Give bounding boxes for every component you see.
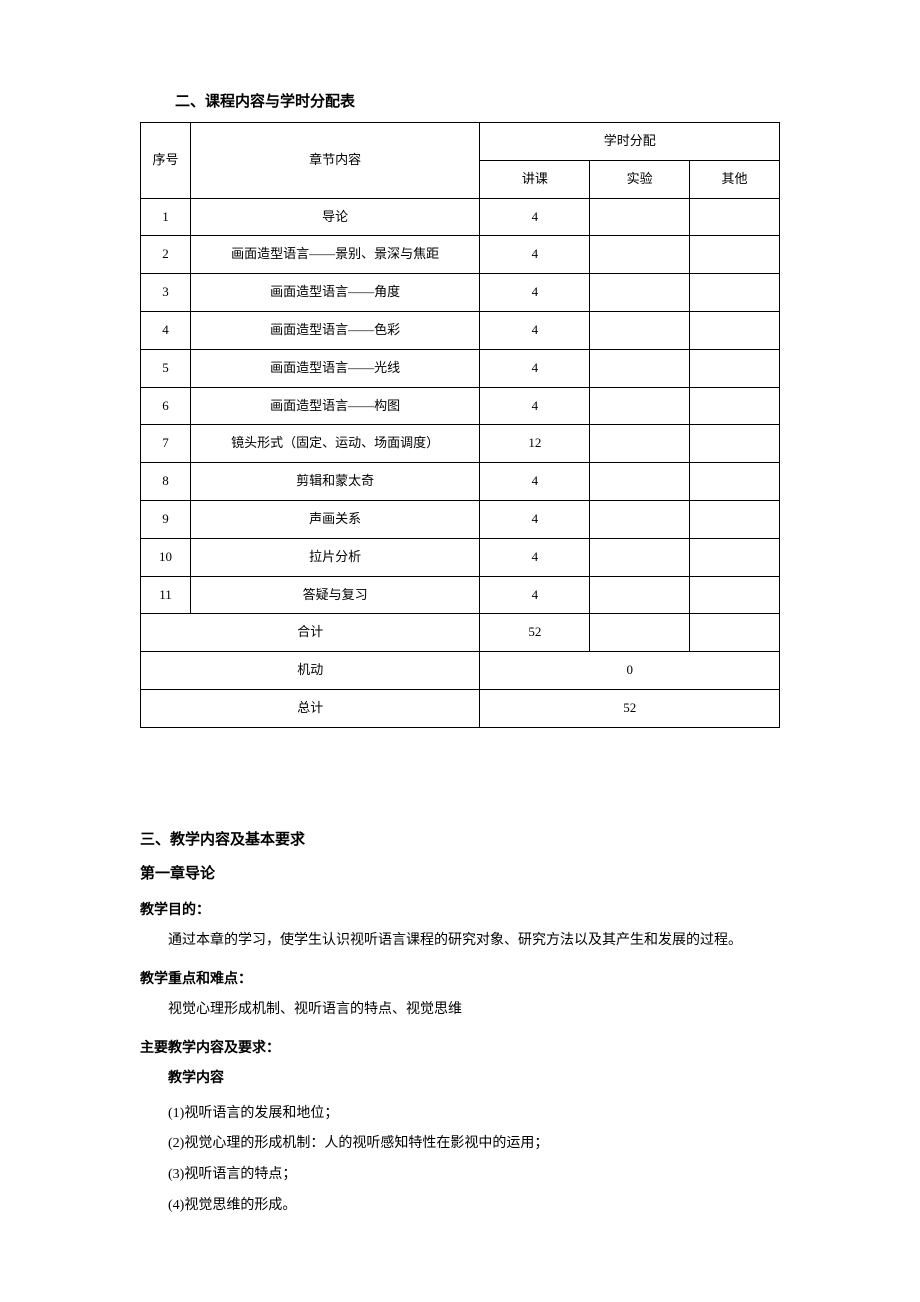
cell-other (690, 236, 780, 274)
total-label: 总计 (141, 689, 480, 727)
cell-num: 9 (141, 500, 191, 538)
cell-other (690, 311, 780, 349)
content-label: 教学内容 (168, 1066, 780, 1088)
cell-num: 11 (141, 576, 191, 614)
content-req-label: 主要教学内容及要求： (140, 1036, 780, 1058)
cell-num: 2 (141, 236, 191, 274)
header-num: 序号 (141, 123, 191, 199)
cell-other (690, 425, 780, 463)
cell-lecture: 4 (480, 500, 590, 538)
cell-experiment (590, 500, 690, 538)
table-row: 6画面造型语言——构图4 (141, 387, 780, 425)
cell-experiment (590, 198, 690, 236)
subtotal-lecture: 52 (480, 614, 590, 652)
cell-other (690, 349, 780, 387)
cell-other (690, 576, 780, 614)
table-row: 11答疑与复习4 (141, 576, 780, 614)
table-row: 5画面造型语言——光线4 (141, 349, 780, 387)
cell-chapter: 画面造型语言——光线 (190, 349, 480, 387)
cell-lecture: 12 (480, 425, 590, 463)
cell-chapter: 声画关系 (190, 500, 480, 538)
focus-text: 视觉心理形成机制、视听语言的特点、视觉思维 (140, 997, 780, 1024)
cell-experiment (590, 425, 690, 463)
cell-experiment (590, 274, 690, 312)
cell-lecture: 4 (480, 576, 590, 614)
cell-chapter: 画面造型语言——角度 (190, 274, 480, 312)
cell-chapter: 画面造型语言——景别、景深与焦距 (190, 236, 480, 274)
section2-title: 二、课程内容与学时分配表 (175, 90, 780, 114)
cell-num: 1 (141, 198, 191, 236)
table-row: 10拉片分析4 (141, 538, 780, 576)
cell-experiment (590, 236, 690, 274)
cell-experiment (590, 311, 690, 349)
purpose-text: 通过本章的学习，使学生认识视听语言课程的研究对象、研究方法以及其产生和发展的过程… (140, 928, 780, 955)
flexible-value: 0 (480, 652, 780, 690)
cell-num: 4 (141, 311, 191, 349)
cell-lecture: 4 (480, 311, 590, 349)
cell-num: 3 (141, 274, 191, 312)
cell-lecture: 4 (480, 349, 590, 387)
cell-chapter: 剪辑和蒙太奇 (190, 463, 480, 501)
hours-allocation-table: 序号 章节内容 学时分配 讲课 实验 其他 1导论4 2画面造型语言——景别、景… (140, 122, 780, 728)
cell-other (690, 538, 780, 576)
cell-experiment (590, 463, 690, 501)
chapter1-title: 第一章导论 (140, 862, 780, 886)
cell-other (690, 387, 780, 425)
table-row: 9声画关系4 (141, 500, 780, 538)
cell-num: 6 (141, 387, 191, 425)
table-row: 1导论4 (141, 198, 780, 236)
table-row: 3画面造型语言——角度4 (141, 274, 780, 312)
cell-lecture: 4 (480, 538, 590, 576)
subtotal-label: 合计 (141, 614, 480, 652)
cell-experiment (590, 349, 690, 387)
cell-other (690, 274, 780, 312)
cell-chapter: 答疑与复习 (190, 576, 480, 614)
subtotal-experiment (590, 614, 690, 652)
cell-chapter: 拉片分析 (190, 538, 480, 576)
table-row: 7镜头形式（固定、运动、场面调度）12 (141, 425, 780, 463)
total-row: 总计 52 (141, 689, 780, 727)
cell-chapter: 镜头形式（固定、运动、场面调度） (190, 425, 480, 463)
content-item: (4)视觉思维的形成。 (168, 1191, 780, 1222)
header-alloc: 学时分配 (480, 123, 780, 161)
cell-experiment (590, 576, 690, 614)
subtotal-other (690, 614, 780, 652)
content-item: (1)视听语言的发展和地位； (168, 1099, 780, 1130)
cell-num: 5 (141, 349, 191, 387)
cell-lecture: 4 (480, 463, 590, 501)
section3-title: 三、教学内容及基本要求 (140, 828, 780, 852)
cell-experiment (590, 538, 690, 576)
total-value: 52 (480, 689, 780, 727)
flexible-label: 机动 (141, 652, 480, 690)
header-other: 其他 (690, 160, 780, 198)
content-item: (2)视觉心理的形成机制：人的视听感知特性在影视中的运用； (168, 1129, 780, 1160)
cell-num: 7 (141, 425, 191, 463)
cell-num: 10 (141, 538, 191, 576)
focus-label: 教学重点和难点： (140, 967, 780, 989)
cell-other (690, 198, 780, 236)
flexible-row: 机动 0 (141, 652, 780, 690)
header-experiment: 实验 (590, 160, 690, 198)
cell-experiment (590, 387, 690, 425)
table-row: 8剪辑和蒙太奇4 (141, 463, 780, 501)
cell-chapter: 导论 (190, 198, 480, 236)
header-lecture: 讲课 (480, 160, 590, 198)
subtotal-row: 合计 52 (141, 614, 780, 652)
purpose-label: 教学目的： (140, 898, 780, 920)
cell-other (690, 500, 780, 538)
cell-num: 8 (141, 463, 191, 501)
cell-lecture: 4 (480, 387, 590, 425)
cell-chapter: 画面造型语言——色彩 (190, 311, 480, 349)
cell-lecture: 4 (480, 236, 590, 274)
cell-lecture: 4 (480, 198, 590, 236)
cell-lecture: 4 (480, 274, 590, 312)
cell-other (690, 463, 780, 501)
content-item: (3)视听语言的特点； (168, 1160, 780, 1191)
table-header-row1: 序号 章节内容 学时分配 (141, 123, 780, 161)
cell-chapter: 画面造型语言——构图 (190, 387, 480, 425)
header-chapter: 章节内容 (190, 123, 480, 199)
table-row: 2画面造型语言——景别、景深与焦距4 (141, 236, 780, 274)
table-row: 4画面造型语言——色彩4 (141, 311, 780, 349)
